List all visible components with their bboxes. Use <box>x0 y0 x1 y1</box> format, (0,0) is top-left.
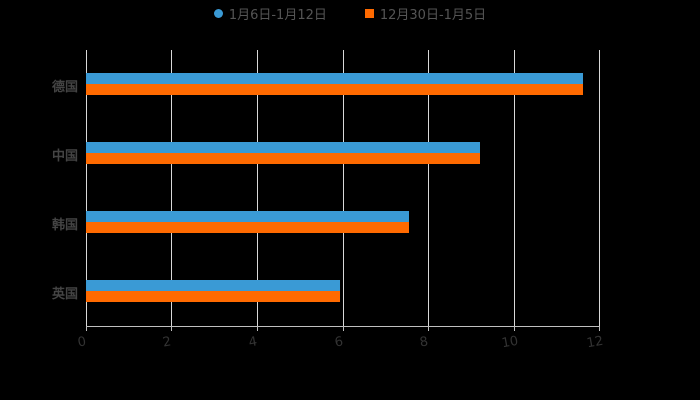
gridline <box>171 50 172 326</box>
legend-label: 12月30日-1月5日 <box>379 7 487 23</box>
bar-germany-series1[interactable] <box>86 73 583 84</box>
x-tick <box>343 326 344 331</box>
bar-china-series2[interactable] <box>86 153 480 164</box>
legend-label: 1月6日-1月12日 <box>228 7 327 23</box>
x-tick-label: 6 <box>333 334 345 351</box>
legend-item-series1[interactable]: 1月6日-1月12日 <box>213 4 327 23</box>
x-tick <box>86 326 87 331</box>
x-tick <box>171 326 172 331</box>
gridline <box>514 50 515 326</box>
legend-marker-blue-icon <box>213 8 223 18</box>
gridline <box>428 50 429 326</box>
bar-germany-series2[interactable] <box>86 84 583 95</box>
category-label-china: 中国 <box>51 149 78 164</box>
x-tick-label: 10 <box>500 333 520 352</box>
gridline <box>343 50 344 326</box>
bar-korea-series2[interactable] <box>86 222 409 233</box>
plot-area <box>86 50 600 326</box>
category-label-uk: 英国 <box>51 287 78 302</box>
x-tick-label: 12 <box>585 333 605 352</box>
legend-item-series2[interactable]: 12月30日-1月5日 <box>364 4 487 23</box>
gridline <box>599 50 600 326</box>
category-label-germany: 德国 <box>51 80 78 95</box>
legend-marker-orange-icon <box>364 8 374 18</box>
gridline <box>257 50 258 326</box>
x-tick-label: 0 <box>76 334 88 351</box>
x-tick-label: 4 <box>247 334 259 351</box>
bar-china-series1[interactable] <box>86 142 480 153</box>
x-tick-label: 8 <box>418 334 430 351</box>
x-tick <box>428 326 429 331</box>
bar-uk-series1[interactable] <box>86 280 340 291</box>
gridline <box>86 50 87 326</box>
bar-korea-series1[interactable] <box>86 211 409 222</box>
x-tick <box>257 326 258 331</box>
x-tick <box>514 326 515 331</box>
chart-legend: 1月6日-1月12日 12月30日-1月5日 <box>0 4 700 23</box>
x-tick-label: 2 <box>161 334 173 351</box>
x-tick <box>599 326 600 331</box>
bar-uk-series2[interactable] <box>86 291 340 302</box>
category-label-korea: 韩国 <box>51 218 78 233</box>
